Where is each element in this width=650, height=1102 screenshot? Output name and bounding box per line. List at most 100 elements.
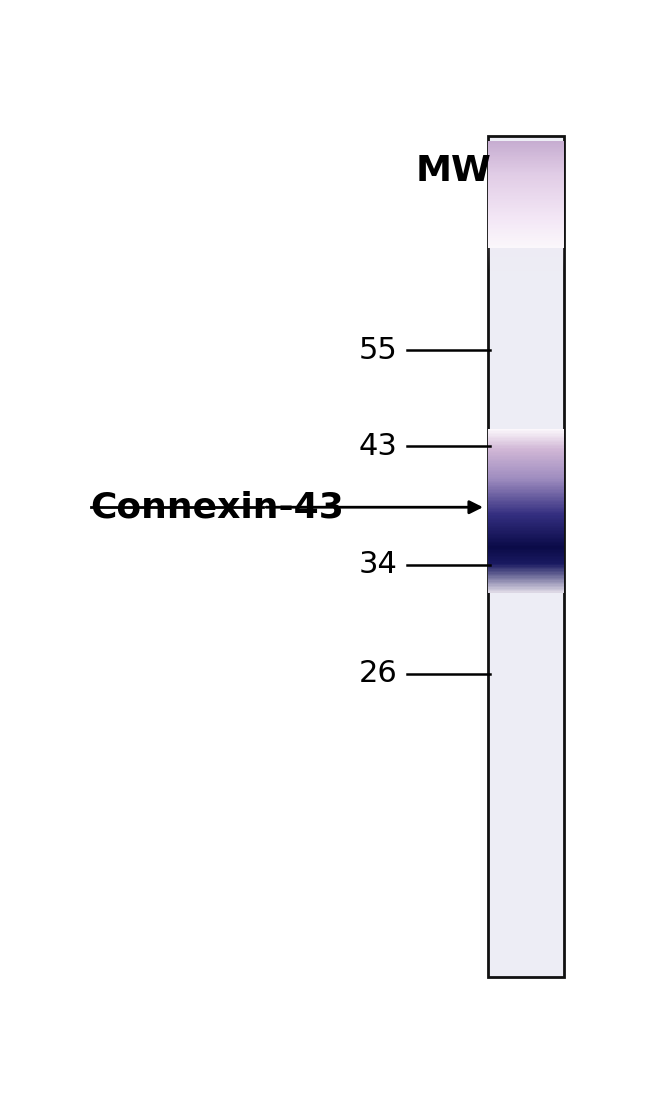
Bar [488,445,564,446]
Bar [488,158,564,159]
Bar [488,458,564,461]
Bar [488,464,564,465]
Bar [488,491,564,493]
Bar [488,230,564,231]
Bar [488,474,564,475]
Bar [488,465,564,467]
Bar [488,544,564,547]
Bar [488,530,564,531]
Bar [488,171,564,172]
Bar [488,457,564,458]
Bar [488,188,564,190]
Bar [488,463,564,464]
Bar [488,433,564,434]
Bar [488,202,564,203]
Bar [488,532,564,534]
Bar [488,453,564,455]
Bar [488,217,564,218]
Bar [488,565,564,566]
Bar [488,209,564,210]
Bar [488,231,564,234]
Bar [488,240,564,241]
Bar [488,467,564,468]
Bar [488,223,564,224]
Bar [488,520,564,521]
Bar [488,566,564,569]
Bar [488,503,564,504]
Text: MW: MW [415,154,491,187]
Bar [488,563,564,564]
Bar [488,163,564,164]
Text: Connexin-43: Connexin-43 [90,490,344,525]
Bar [488,154,564,156]
Text: 34: 34 [359,551,397,580]
Bar [488,461,564,462]
Bar [488,482,564,484]
Bar [488,444,564,445]
Bar [488,496,564,497]
Bar [488,547,564,548]
Bar [488,571,564,572]
Bar [488,519,564,520]
Bar [488,198,564,199]
Bar [488,136,564,977]
Bar [488,569,564,570]
Bar [488,429,564,430]
Bar [488,442,564,444]
Bar [488,204,564,205]
Bar [488,558,564,559]
Bar [488,497,564,498]
Bar [488,487,564,489]
Bar [488,504,564,505]
Bar [488,480,564,482]
Bar [488,441,564,442]
Bar [488,236,564,237]
Bar [488,150,564,151]
Bar [488,234,564,235]
Bar [488,510,564,512]
Bar [488,550,564,552]
Bar [488,521,564,523]
Bar [488,561,564,563]
Bar [488,473,564,474]
Bar [488,215,564,216]
Bar [488,159,564,160]
Bar [488,575,564,576]
Bar [488,509,564,510]
Bar [488,193,564,195]
Bar [488,542,564,543]
Bar [488,518,564,519]
Bar [488,515,564,516]
Bar [488,592,564,593]
Bar [488,559,564,560]
Bar [488,177,564,179]
Text: 43: 43 [359,432,397,461]
Bar [488,160,564,161]
Bar [488,190,564,191]
Bar [488,523,564,525]
Bar [488,143,564,144]
Text: 55: 55 [359,336,397,365]
Bar [488,151,564,152]
Bar [488,555,564,558]
Bar [488,486,564,487]
Bar [488,534,564,536]
Bar [488,196,564,197]
Bar [488,489,564,490]
Bar [488,161,564,163]
Bar [488,501,564,503]
Bar [488,212,564,213]
Bar [488,531,564,532]
Bar [488,512,564,514]
Bar [488,507,564,508]
Bar [488,145,564,147]
Bar [488,436,564,439]
Bar [488,485,564,486]
Bar [488,172,564,173]
Bar [488,241,564,242]
Bar [488,537,564,538]
Bar [488,218,564,219]
Bar [488,582,564,583]
Bar [488,570,564,571]
Bar [488,237,564,238]
